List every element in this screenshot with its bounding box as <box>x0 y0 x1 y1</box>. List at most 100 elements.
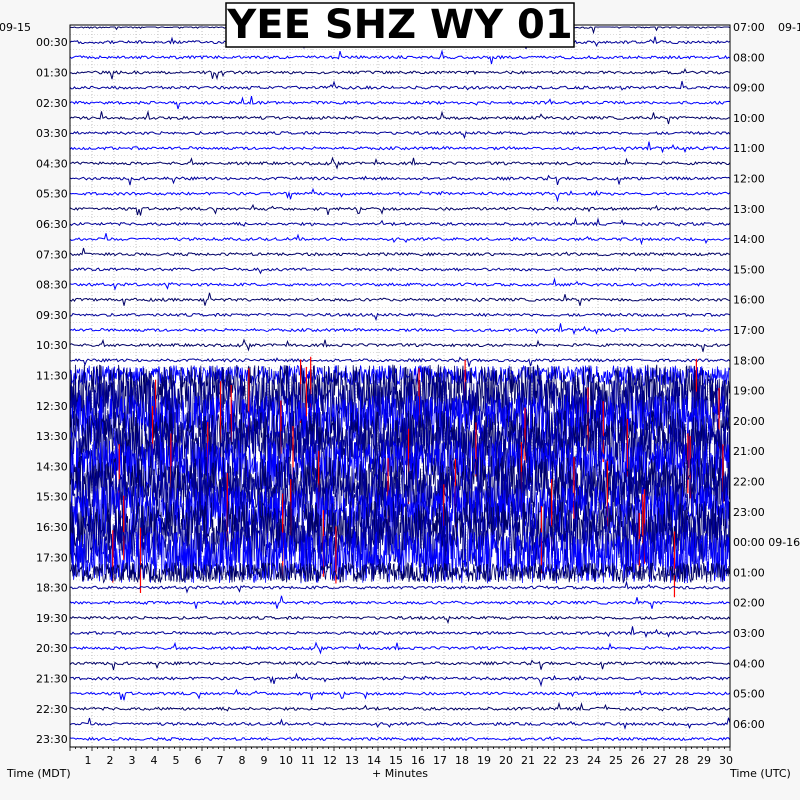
left-time-label: 19:30 <box>36 612 68 625</box>
right-axis: 07:00 08:00 09:00 10:00 11:00 12:00 13:00 14:00… <box>733 21 800 731</box>
right-time-label: 22:00 <box>733 476 765 489</box>
x-tick-label: 26 <box>631 754 645 767</box>
x-tick-label: 2 <box>107 754 114 767</box>
left-time-label: 00:30 <box>36 36 68 49</box>
x-tick-label: 14 <box>367 754 381 767</box>
trace-row-25 <box>69 364 730 417</box>
trace-row-41 <box>69 626 731 639</box>
left-time-label: 03:30 <box>36 127 68 140</box>
trace-row-17 <box>69 267 731 275</box>
x-tick-label: 21 <box>521 754 535 767</box>
left-time-label: 04:30 <box>36 157 68 170</box>
right-axis-title: Time (UTC) <box>729 767 791 780</box>
x-tick-label: 8 <box>239 754 246 767</box>
trace-row-13 <box>69 203 731 216</box>
x-tick-label: 4 <box>151 754 158 767</box>
trace-row-39 <box>69 595 731 609</box>
left-time-label: 15:30 <box>36 491 68 504</box>
left-time-label: 18:30 <box>36 582 68 595</box>
right-time-label: 17:00 <box>733 324 765 337</box>
right-time-label: 09:00 <box>733 82 765 95</box>
trace-row-48 <box>69 736 731 742</box>
trace-row-11 <box>69 174 731 186</box>
trace-row-36 <box>69 529 730 584</box>
right-time-label: 19:00 <box>733 385 765 398</box>
trace-row-27 <box>69 394 730 447</box>
trace-row-45 <box>69 688 731 701</box>
x-tick-label: 11 <box>301 754 315 767</box>
right-time-label: 23:00 <box>733 506 765 519</box>
x-tick-label: 5 <box>173 754 180 767</box>
left-axis-title: Time (MDT) <box>6 767 71 780</box>
right-time-label: 04:00 <box>733 657 765 670</box>
x-tick-label: 20 <box>499 754 513 767</box>
x-tick-label: 17 <box>433 754 447 767</box>
trace-row-3 <box>69 49 731 65</box>
right-time-label: 01:00 <box>733 566 765 579</box>
trace-row-5 <box>69 80 731 91</box>
left-time-label: 01:30 <box>36 66 68 79</box>
left-time-label: 16:30 <box>36 521 68 534</box>
right-time-label: 02:00 <box>733 597 765 610</box>
x-tick-label: 7 <box>217 754 224 767</box>
trace-row-22 <box>69 338 731 352</box>
right-time-label: 21:00 <box>733 445 765 458</box>
left-time-label: 07:30 <box>36 248 68 261</box>
trace-row-44 <box>69 672 731 688</box>
trace-row-9 <box>69 141 731 154</box>
x-tick-label: 12 <box>323 754 337 767</box>
trace-row-47 <box>69 717 731 730</box>
left-time-label: 12:30 <box>36 400 68 413</box>
trace-row-21 <box>69 323 731 336</box>
trace-row-15 <box>69 233 731 246</box>
left-time-label: 08:30 <box>36 279 68 292</box>
right-date-label: 09-1 <box>778 21 800 34</box>
x-tick-label: 23 <box>565 754 579 767</box>
x-tick-label: 19 <box>477 754 491 767</box>
trace-row-14 <box>69 216 731 227</box>
left-time-label: 06:30 <box>36 218 68 231</box>
trace-row-46 <box>69 701 731 712</box>
x-tick-label: 10 <box>279 754 293 767</box>
right-time-label: 18:00 <box>733 354 765 367</box>
x-tick-label: 27 <box>653 754 667 767</box>
left-time-label: 10:30 <box>36 339 68 352</box>
trace-row-6 <box>69 96 731 110</box>
right-time-label: 12:00 <box>733 173 765 186</box>
trace-row-18 <box>69 277 731 291</box>
bottom-axis-title: + Minutes <box>372 767 428 780</box>
x-tick-label: 15 <box>389 754 403 767</box>
x-tick-label: 9 <box>261 754 268 767</box>
left-time-label: 05:30 <box>36 188 68 201</box>
trace-row-43 <box>69 659 731 671</box>
x-tick-label: 6 <box>195 754 202 767</box>
right-time-label: 08:00 <box>733 51 765 64</box>
trace-row-33 <box>69 484 730 538</box>
trace-row-16 <box>69 247 731 257</box>
x-tick-label: 13 <box>345 754 359 767</box>
x-tick-label: 16 <box>411 754 425 767</box>
trace-row-10 <box>69 156 731 170</box>
left-time-label: 11:30 <box>36 369 68 382</box>
x-tick-label: 25 <box>609 754 623 767</box>
x-tick-label: 28 <box>675 754 689 767</box>
right-time-label: 16:00 <box>733 294 765 307</box>
trace-row-37 <box>69 561 730 584</box>
x-tick-label: 24 <box>587 754 601 767</box>
left-time-label: 23:30 <box>36 733 68 746</box>
trace-row-4 <box>70 67 731 81</box>
left-time-label: 14:30 <box>36 460 68 473</box>
title-box <box>225 2 575 48</box>
trace-row-42 <box>69 641 731 655</box>
left-time-label: 02:30 <box>36 97 68 110</box>
trace-row-38 <box>69 580 731 594</box>
trace-row-23 <box>69 356 731 367</box>
x-tick-label: 30 <box>719 754 733 767</box>
trace-row-32 <box>69 470 730 525</box>
trace-row-12 <box>69 187 731 203</box>
x-tick-label: 1 <box>85 754 92 767</box>
x-tick-label: 3 <box>129 754 136 767</box>
left-axis: 00:30 01:30 02:30 03:30 04:30 05:30 06:30 07:30… <box>36 36 68 746</box>
x-tick-label: 29 <box>697 754 711 767</box>
